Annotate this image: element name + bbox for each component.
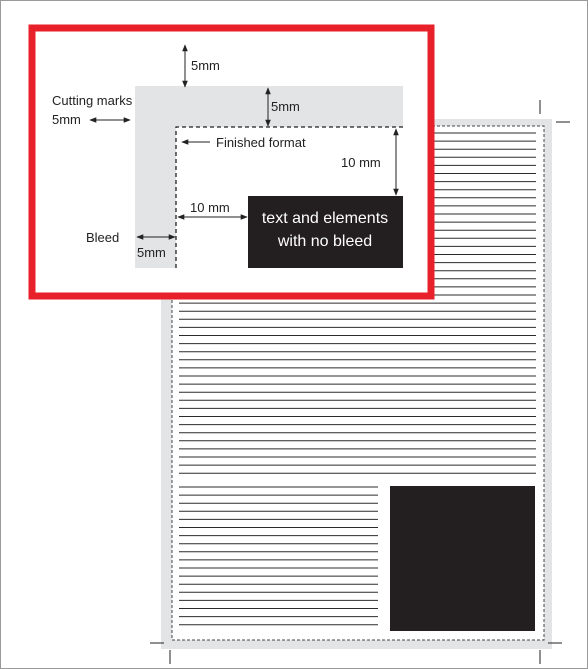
label-bleed: Bleed — [86, 230, 119, 245]
label-top-5mm: 5mm — [191, 58, 220, 73]
label-no-bleed-line1: text and elements — [262, 210, 388, 227]
crop-marks — [150, 100, 570, 664]
page-text-lines-short — [179, 486, 378, 626]
detail-view: 5mm Cutting marks 5mm 5mm Finished forma… — [28, 24, 435, 300]
label-left-10mm: 10 mm — [190, 200, 230, 215]
label-cutting-marks: Cutting marks — [52, 93, 133, 108]
label-bleed-5mm: 5mm — [137, 245, 166, 260]
label-inner-5mm: 5mm — [271, 99, 300, 114]
detail-finished-format-edge — [175, 126, 403, 268]
label-finished-format: Finished format — [216, 135, 306, 150]
no-bleed-text-box — [248, 196, 403, 268]
dimension-arrows — [89, 44, 399, 240]
label-no-bleed-line2: with no bleed — [277, 233, 372, 250]
label-cutting-marks-5mm: 5mm — [52, 112, 81, 127]
label-right-10mm: 10 mm — [341, 155, 381, 170]
highlight-frame — [28, 24, 435, 300]
page-image-block — [390, 486, 535, 631]
